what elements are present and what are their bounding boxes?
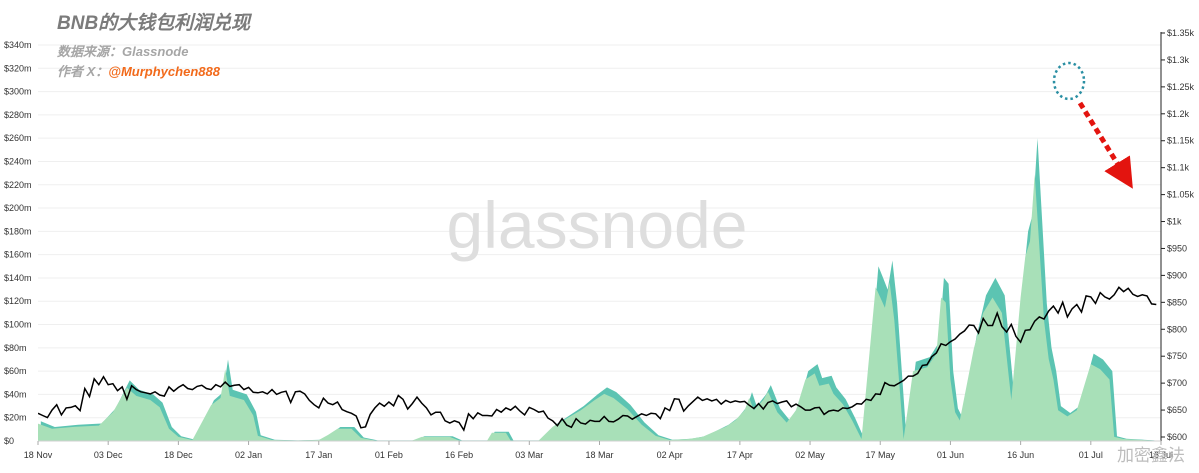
profit-area xyxy=(38,174,1152,441)
x-tick-label: 01 Jul xyxy=(1079,450,1103,460)
x-tick-label: 01 Feb xyxy=(375,450,403,460)
x-tick-label: 18 Mar xyxy=(585,450,613,460)
right-tick-label: $650 xyxy=(1167,405,1187,415)
x-tick-label: 16 Jul xyxy=(1149,450,1173,460)
left-tick-label: $280m xyxy=(4,110,32,120)
chart-title: BNB的大钱包利润兑现 xyxy=(57,13,251,34)
gridlines xyxy=(38,44,1161,419)
x-tick-label: 17 May xyxy=(865,450,895,460)
right-tick-label: $800 xyxy=(1167,324,1187,334)
author-line: 作者 X：@Murphychen888 xyxy=(57,61,220,80)
right-tick-label: $1.35k xyxy=(1167,28,1195,38)
right-tick-label: $1.3k xyxy=(1167,55,1190,65)
left-tick-label: $0 xyxy=(4,436,14,446)
right-tick-label: $900 xyxy=(1167,270,1187,280)
x-tick-label: 03 Mar xyxy=(515,450,543,460)
down-arrow xyxy=(1077,101,1133,189)
left-tick-label: $80m xyxy=(4,343,27,353)
x-tick-label: 01 Jun xyxy=(937,450,964,460)
x-tick-label: 16 Jun xyxy=(1007,450,1034,460)
left-tick-label: $260m xyxy=(4,133,32,143)
x-tick-label: 16 Feb xyxy=(445,450,473,460)
price-line xyxy=(38,286,1157,432)
left-tick-label: $300m xyxy=(4,87,32,97)
left-tick-label: $120m xyxy=(4,296,32,306)
x-tick-label: 17 Apr xyxy=(727,450,753,460)
watermark-glassnode: glassnode xyxy=(447,188,748,262)
peak-dotted-circle xyxy=(1052,61,1086,101)
right-tick-label: $700 xyxy=(1167,378,1187,388)
left-tick-label: $140m xyxy=(4,273,32,283)
right-axis: $600 $650 $700 $750 $800 $850 $900 $950 $1k $1.05… xyxy=(1161,28,1195,442)
x-tick-label: 02 Apr xyxy=(657,450,683,460)
author-handle-link[interactable]: @Murphychen888 xyxy=(108,64,220,79)
left-tick-label: $160m xyxy=(4,250,32,260)
x-tick-label: 02 Jan xyxy=(235,450,262,460)
right-tick-label: $1.25k xyxy=(1167,82,1195,92)
x-tick-label: 18 Nov xyxy=(24,450,53,460)
left-tick-label: $40m xyxy=(4,389,27,399)
right-tick-label: $750 xyxy=(1167,351,1187,361)
right-tick-label: $600 xyxy=(1167,432,1187,442)
right-tick-label: $950 xyxy=(1167,243,1187,253)
left-tick-label: $340m xyxy=(4,40,32,50)
left-tick-label: $200m xyxy=(4,203,32,213)
left-tick-label: $20m xyxy=(4,413,27,423)
x-tick-label: 02 May xyxy=(795,450,825,460)
right-tick-label: $850 xyxy=(1167,297,1187,307)
left-tick-label: $180m xyxy=(4,226,32,236)
x-axis: 18 Nov 03 Dec 18 Dec 02 Jan 17 Jan 01 Feb 16 F… xyxy=(24,441,1173,460)
author-label: 作者 X： xyxy=(57,64,109,79)
left-tick-label: $220m xyxy=(4,180,32,190)
right-tick-label: $1.1k xyxy=(1167,163,1190,173)
corner-watermark: 加密鑫法 xyxy=(1117,446,1185,465)
left-tick-label: $240m xyxy=(4,156,32,166)
x-tick-label: 17 Jan xyxy=(305,450,332,460)
data-source: 数据来源：Glassnode xyxy=(57,44,189,59)
left-tick-label: $100m xyxy=(4,320,32,330)
right-tick-label: $1.05k xyxy=(1167,190,1195,200)
right-tick-label: $1.2k xyxy=(1167,109,1190,119)
right-tick-label: $1k xyxy=(1167,217,1182,227)
left-tick-label: $320m xyxy=(4,63,32,73)
left-tick-label: $60m xyxy=(4,366,27,376)
x-tick-label: 18 Dec xyxy=(164,450,193,460)
x-tick-label: 03 Dec xyxy=(94,450,123,460)
left-axis: $0 $20m $40m $60m $80m $100m $120m $140m $160m $1… xyxy=(4,40,32,446)
right-tick-label: $1.15k xyxy=(1167,136,1195,146)
